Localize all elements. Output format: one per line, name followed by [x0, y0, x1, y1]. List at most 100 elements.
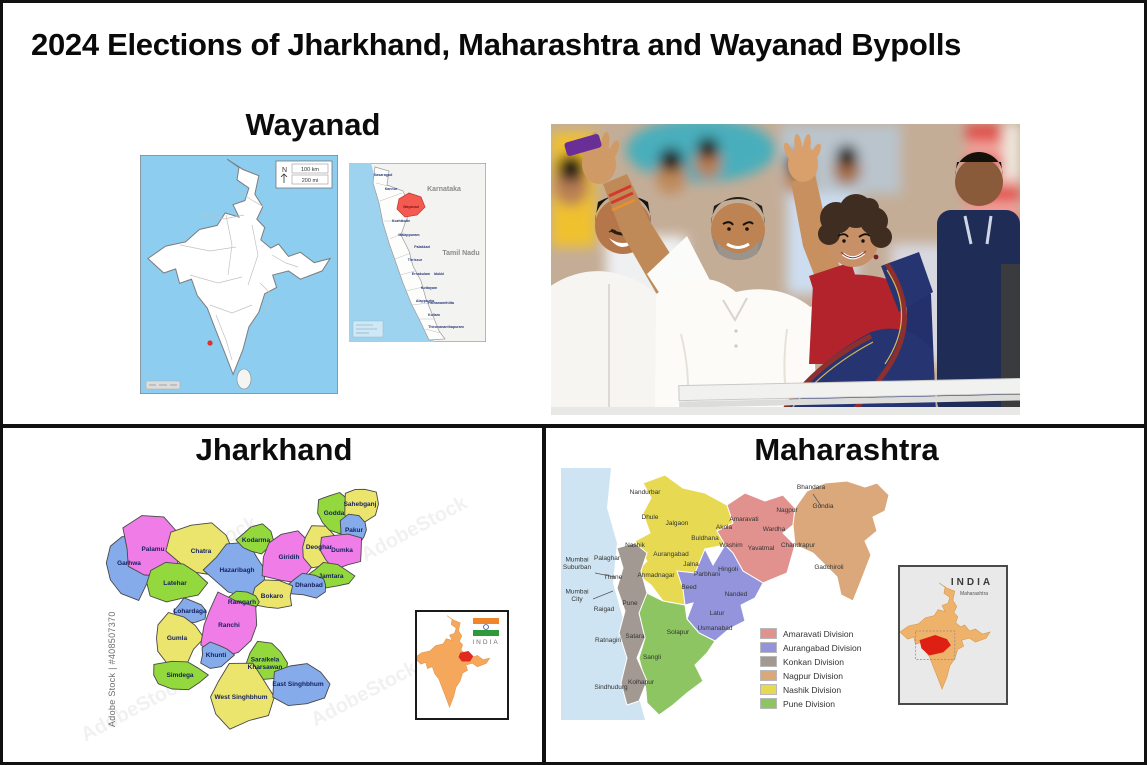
district-label: Nagpur	[776, 507, 798, 514]
north-arrow-icon	[280, 173, 288, 183]
legend-swatch	[760, 670, 777, 681]
district-label: Hazaribagh	[219, 567, 254, 574]
district-label: Sindhudurg	[594, 684, 628, 691]
district-shape	[146, 561, 209, 603]
division-legend: Amaravati Division Aurangabad Division Kon…	[760, 628, 861, 712]
priyanka-gandhi	[779, 134, 936, 417]
district-label: Hingoli	[718, 566, 738, 573]
district-label: Nanded	[725, 591, 748, 598]
security-man	[937, 152, 1020, 415]
kerala-district-label: Ernakulam	[412, 272, 430, 276]
maharashtra-division-map: Nandurbar Dhule Jalgaon Nashik Ahmadnagar Pal…	[561, 468, 890, 720]
india-silhouette	[899, 582, 991, 690]
district-label: Solapur	[667, 629, 690, 636]
legend-row: Aurangabad Division	[760, 642, 861, 653]
district-label: Giridih	[279, 554, 300, 561]
legend-label: Nagpur Division	[783, 670, 843, 681]
legend-swatch	[760, 656, 777, 667]
district-label: Jalna	[683, 561, 699, 568]
kerala-district-label: Thiruvananthapuram	[428, 325, 464, 329]
kerala-district-label: Alappuzha	[416, 299, 435, 303]
district-label: Amaravati	[729, 516, 758, 523]
district-label: Yavatmal	[748, 545, 775, 552]
sri-lanka	[236, 368, 252, 390]
district-label: Raigad	[594, 606, 615, 613]
callout-line	[592, 590, 614, 600]
district-shape	[235, 523, 274, 555]
rally-photo	[546, 118, 1025, 417]
district-shape	[200, 591, 258, 659]
aurangabad-division	[676, 544, 764, 642]
district-label: Gumla	[167, 635, 188, 642]
kerala-district-label: Kannur	[385, 187, 398, 191]
district-label: Buldhana	[691, 535, 719, 542]
district-label: Mumbai City	[565, 588, 588, 603]
scale-box: N 100 km 200 mi	[275, 160, 333, 189]
india-inset-jharkhand: INDIA	[413, 610, 509, 720]
district-label: Palamu	[141, 546, 164, 553]
kerala-district-label: Thrissur	[408, 258, 423, 262]
district-label: Jamtara	[319, 573, 344, 580]
legend-row: Amaravati Division	[760, 628, 861, 639]
kerala-district-label: Idukki	[434, 272, 444, 276]
rahul-gandhi	[564, 132, 886, 415]
supporter-left	[546, 194, 669, 415]
page-title: 2024 Elections of Jharkhand, Maharashtra…	[31, 27, 962, 62]
jharkhand-heading: Jharkhand	[195, 432, 353, 467]
district-label: West Singhbhum	[215, 694, 268, 701]
district-borders	[375, 182, 442, 334]
district-label: Ratnagiri	[595, 637, 621, 644]
district-label: Sahebganj	[344, 501, 377, 508]
kerala-district-label: Pathanamthitta	[428, 301, 455, 305]
wayanad-heading: Wayanad	[245, 107, 381, 142]
wayanad-district-highlight	[396, 192, 426, 218]
district-label: Mumbai Suburban	[563, 556, 592, 571]
district-label: Satara	[625, 633, 645, 640]
kerala-district-label: Kottayam	[421, 286, 437, 290]
district-label: Akola	[716, 524, 733, 531]
legend-label: Konkan Division	[783, 656, 844, 667]
india-flag-icon	[473, 618, 499, 636]
kerala-district-label: Wayanad	[403, 205, 419, 209]
amaravati-division	[716, 492, 796, 584]
district-label: Jalgaon	[666, 520, 689, 527]
svg-text:200 mi: 200 mi	[302, 178, 319, 184]
district-label: Nandurbar	[630, 489, 662, 496]
district-label: Kodarma	[242, 537, 271, 544]
kerala-district-label: Kozhikode	[392, 219, 410, 223]
legend-label: Pune Division	[783, 698, 835, 709]
district-shape	[156, 612, 205, 666]
arabian-sea	[561, 468, 645, 720]
district-label: Wardha	[763, 526, 786, 533]
stock-watermark: Adobe Stock | #408507370	[107, 611, 117, 727]
district-label: Dhule	[642, 514, 659, 521]
railing	[678, 377, 1025, 408]
horizontal-divider	[3, 424, 1144, 428]
district-label: Ramgarh	[228, 599, 256, 606]
pune-division	[638, 592, 716, 716]
district-label: Garhwa	[117, 560, 141, 567]
nagpur-division	[792, 480, 890, 602]
legend-label: Aurangabad Division	[783, 642, 862, 653]
district-label: East Singhbhum	[272, 681, 324, 688]
callout-line	[594, 572, 616, 578]
district-label: Nashik	[625, 542, 646, 549]
legend-row: Nashik Division	[760, 684, 861, 695]
district-label: Sangli	[643, 654, 661, 661]
district-label: Latur	[710, 610, 726, 617]
district-label: Dumka	[331, 547, 353, 554]
district-shape	[272, 663, 331, 707]
vertical-divider	[542, 424, 546, 762]
district-label: Godda	[324, 510, 345, 517]
district-label: Gadchiroli	[814, 564, 843, 571]
district-label: Gondia	[813, 503, 834, 510]
district-label: Parbhani	[694, 571, 720, 578]
kerala-map: Karnataka Tamil Nadu Kasaragod Kannur Waya…	[348, 162, 487, 343]
callout-line	[812, 493, 822, 507]
svg-text:N: N	[282, 167, 287, 174]
india-label: INDIA	[951, 577, 993, 588]
kerala-district-label: Malappuram	[398, 233, 419, 237]
district-label: Bhandara	[797, 484, 826, 491]
highlight-outline	[915, 630, 956, 660]
